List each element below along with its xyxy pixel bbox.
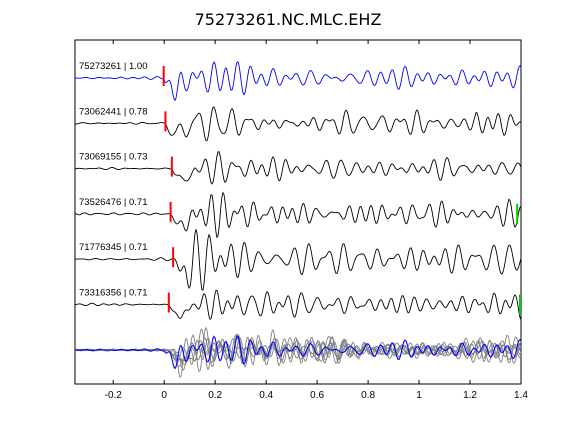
x-tick-label: 1.2 bbox=[463, 390, 477, 401]
trace: 73062441 | 0.78 bbox=[74, 106, 522, 142]
trace: 71776345 | 0.71 bbox=[75, 229, 522, 291]
trace-line bbox=[74, 191, 522, 239]
trace: 73526476 | 0.71 bbox=[74, 191, 522, 239]
trace-line bbox=[75, 229, 522, 291]
x-tick-label: 1.4 bbox=[514, 390, 528, 401]
trace: 75273261 | 1.00 bbox=[74, 61, 522, 102]
x-tick-label: 0.2 bbox=[208, 390, 222, 401]
trace-label: 71776345 | 0.71 bbox=[79, 242, 148, 253]
x-axis: -0.2 0 0.2 0.4 0.6 0.8 1 1.2 1.4 bbox=[105, 40, 528, 401]
chart-title: 75273261.NC.MLC.EHZ bbox=[195, 10, 382, 29]
x-tick-label: 0.8 bbox=[361, 390, 375, 401]
trace-line bbox=[74, 151, 522, 185]
trace: 73316356 | 0.71 bbox=[74, 288, 522, 320]
trace-label: 73526476 | 0.71 bbox=[79, 197, 148, 208]
x-tick-label: -0.2 bbox=[105, 390, 123, 401]
trace-label: 73069155 | 0.73 bbox=[79, 152, 148, 163]
stack-reference-line bbox=[75, 335, 522, 370]
x-tick-label: 0.6 bbox=[310, 390, 324, 401]
trace: 73069155 | 0.73 bbox=[74, 151, 522, 185]
trace-line bbox=[74, 289, 522, 320]
stacked-traces bbox=[74, 326, 522, 379]
trace-group: 75273261 | 1.00 73062441 | 0.78 73069155 |… bbox=[74, 61, 522, 320]
trace-line bbox=[74, 106, 522, 142]
x-tick-label: 1 bbox=[416, 390, 422, 401]
x-tick-label: 0 bbox=[161, 390, 167, 401]
trace-label: 75273261 | 1.00 bbox=[79, 61, 148, 72]
x-tick-label: 0.4 bbox=[259, 390, 273, 401]
trace-line bbox=[74, 61, 522, 102]
trace-label: 73062441 | 0.78 bbox=[79, 106, 148, 117]
stack-trace-line bbox=[74, 336, 522, 379]
trace-label: 73316356 | 0.71 bbox=[79, 288, 148, 299]
plot-area-frame bbox=[74, 39, 522, 385]
